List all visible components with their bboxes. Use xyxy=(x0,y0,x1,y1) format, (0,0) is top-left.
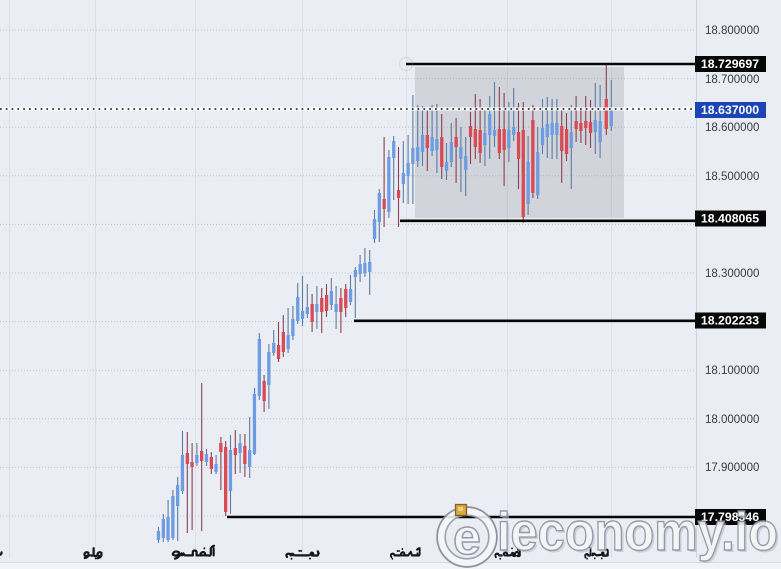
svg-text:18.100000: 18.100000 xyxy=(705,365,759,377)
svg-text:18.800000: 18.800000 xyxy=(705,25,759,37)
svg-text:18.500000: 18.500000 xyxy=(705,171,759,183)
svg-text:ieconomy.io: ieconomy.io xyxy=(497,502,778,562)
svg-text:18.000000: 18.000000 xyxy=(705,414,759,426)
svg-text:18.729697: 18.729697 xyxy=(701,57,759,71)
svg-text:18.700000: 18.700000 xyxy=(705,74,759,86)
svg-text:18.408065: 18.408065 xyxy=(701,212,759,226)
svg-text:17.900000: 17.900000 xyxy=(705,462,759,474)
svg-text:e: e xyxy=(453,509,481,565)
svg-text:18.637000: 18.637000 xyxy=(701,103,759,117)
svg-text:18.202233: 18.202233 xyxy=(701,314,759,328)
svg-text:18.300000: 18.300000 xyxy=(705,268,759,280)
svg-text:17.798346: 17.798346 xyxy=(701,510,759,524)
svg-text:ieconomy.io: ieconomy.io xyxy=(499,504,780,564)
svg-text:18.600000: 18.600000 xyxy=(705,122,759,134)
